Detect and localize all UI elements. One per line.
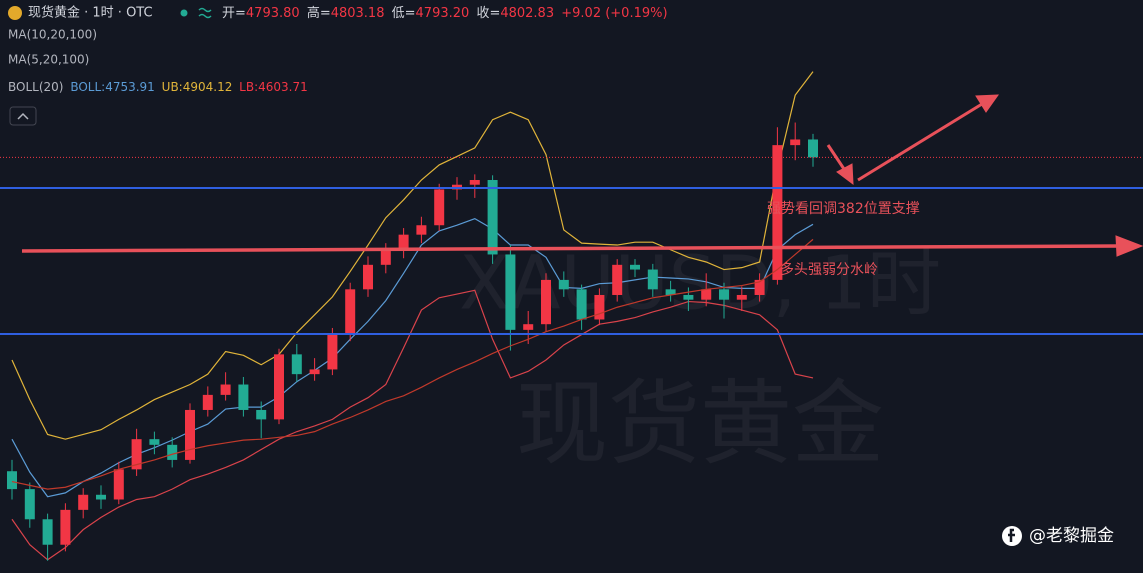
- arrow-head: [1115, 235, 1143, 257]
- candle-body: [701, 289, 712, 300]
- boll-lower: LB:4603.71: [239, 80, 308, 94]
- candle-body: [363, 264, 373, 290]
- candle-body: [772, 145, 783, 280]
- indicator-line: [11, 238, 814, 490]
- candle-body: [416, 225, 427, 235]
- candle-body: [647, 269, 658, 290]
- candle-body: [7, 471, 17, 490]
- ohlc-label: 低=: [392, 6, 416, 21]
- arrow: [857, 102, 983, 182]
- candle-body: [665, 289, 676, 295]
- ohlc-value: 4793.20: [416, 6, 470, 21]
- candle-body: [78, 494, 89, 510]
- candle-body: [185, 409, 195, 460]
- candle-body: [220, 384, 231, 395]
- boll-basis: BOLL:4753.91: [70, 80, 155, 94]
- candle-body: [24, 489, 35, 520]
- candle-body: [523, 324, 534, 330]
- candle-body: [380, 249, 391, 265]
- candle-body: [558, 279, 569, 290]
- candle-body: [736, 294, 747, 300]
- ohlc: 开=4793.80 高=4803.18 低=4793.20 收=4802.83 …: [222, 5, 668, 21]
- candle-body: [291, 354, 302, 375]
- indicator-line: [11, 289, 814, 561]
- candle-body: [327, 334, 338, 370]
- indicator-line: [11, 217, 814, 498]
- arrow: [21, 244, 1121, 253]
- candle-body: [576, 289, 587, 320]
- candle-body: [487, 180, 498, 255]
- ohlc-label: 开=: [222, 6, 246, 21]
- candle-body: [505, 254, 516, 330]
- ohlc-value: 4793.80: [246, 6, 300, 21]
- candle-body: [131, 439, 142, 470]
- candle-body: [790, 139, 801, 146]
- indicator-label[interactable]: MA(10,20,100): [8, 28, 97, 42]
- candle-body: [238, 384, 249, 410]
- indicator-boll[interactable]: BOLL(20) BOLL:4753.91 UB:4904.12 LB:4603…: [8, 80, 308, 94]
- boll-upper: UB:4904.12: [162, 80, 233, 94]
- candle-body: [96, 494, 106, 500]
- arrow-head: [836, 163, 854, 186]
- indicator-label[interactable]: MA(5,20,100): [8, 53, 89, 67]
- candle-body: [594, 294, 605, 320]
- candle-body: [683, 294, 694, 300]
- footer-logo-mark: [1008, 528, 1015, 542]
- ohlc-value: 4802.83: [500, 6, 554, 21]
- symbol-icon: [8, 6, 22, 20]
- candle-body: [202, 394, 213, 410]
- candle-body: [808, 139, 818, 158]
- symbol-title[interactable]: 现货黄金 · 1时 · OTC: [28, 5, 153, 21]
- candle-body: [113, 469, 124, 500]
- watermark-symbol: XAUUSD, 1时: [459, 241, 941, 327]
- candle-body: [42, 519, 53, 545]
- watermark: XAUUSD, 1时 现货黄金: [459, 241, 941, 478]
- candle-body: [345, 289, 356, 335]
- arrows: [21, 94, 1143, 257]
- candle-body: [754, 279, 765, 295]
- status-icon: [198, 7, 212, 19]
- ohlc-label: 高=: [307, 5, 331, 21]
- annotation: 多头强弱分水岭: [780, 261, 878, 278]
- change: +9.02 (+0.19%): [561, 6, 667, 21]
- candle-body: [398, 234, 409, 250]
- candle-body: [60, 509, 71, 545]
- candle-body: [541, 279, 551, 325]
- candle-body: [469, 180, 480, 185]
- arrow-head: [975, 94, 999, 113]
- candle-body: [630, 264, 640, 270]
- collapse-button[interactable]: [9, 106, 37, 126]
- candle-body: [309, 369, 320, 375]
- annotation: 强势看回调382位置支撑: [767, 201, 920, 217]
- candle-body: [149, 439, 160, 445]
- indicator-line: [11, 71, 814, 440]
- indicator-label: BOLL(20): [8, 80, 63, 94]
- candle-body: [167, 444, 178, 460]
- ohlc-value: 4803.18: [331, 6, 385, 21]
- market-status: [180, 9, 188, 17]
- arrow: [826, 144, 848, 173]
- chevron-icon: [17, 112, 29, 120]
- watermark-name: 现货黄金: [516, 370, 884, 477]
- candle-body: [612, 264, 623, 295]
- plot: [0, 71, 1143, 561]
- candle-body: [434, 189, 445, 226]
- candle-body: [256, 409, 267, 420]
- candle-body: [719, 289, 729, 300]
- footer-text: @老黎掘金: [1029, 526, 1114, 546]
- ohlc-label: 收=: [476, 6, 500, 21]
- candle-body: [274, 354, 284, 420]
